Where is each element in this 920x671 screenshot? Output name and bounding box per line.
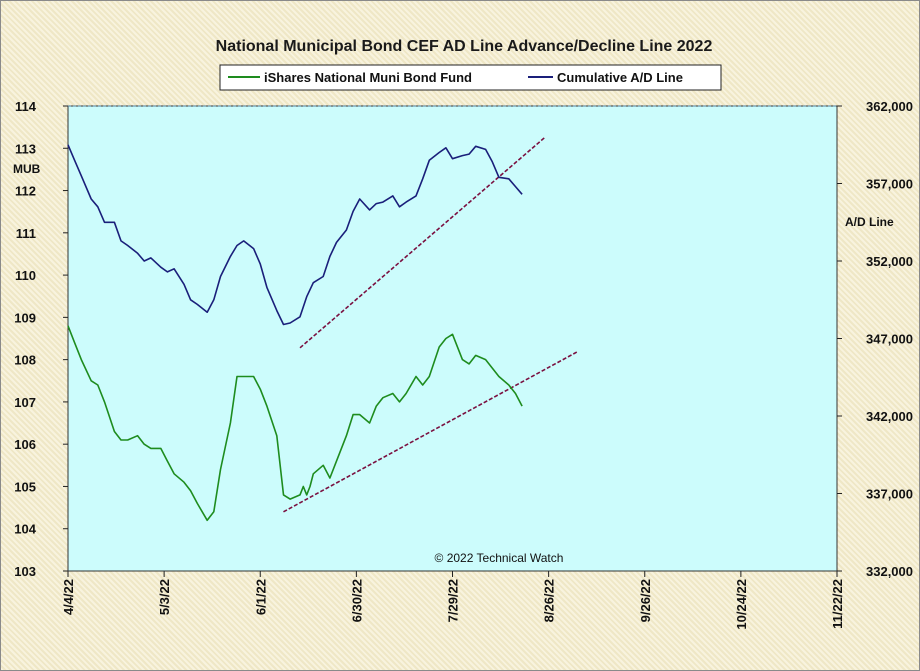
right-tick-label: 362,000: [866, 99, 913, 114]
right-tick-label: 342,000: [866, 409, 913, 424]
left-tick-label: 106: [14, 437, 36, 452]
legend-label-ad: Cumulative A/D Line: [557, 70, 683, 85]
left-tick-label: 107: [14, 395, 36, 410]
left-tick-label: 112: [15, 184, 36, 199]
left-axis-label: MUB: [13, 162, 41, 176]
right-axis: 332,000 337,000 342,000 347,000 352,000 357,0…: [837, 99, 913, 579]
left-tick-label: 110: [15, 268, 36, 283]
x-tick-label: 4/4/22: [61, 579, 76, 615]
left-tick-label: 104: [14, 522, 36, 537]
left-tick-label: 109: [14, 310, 36, 325]
trendlines: [283, 136, 579, 513]
left-tick-label: 105: [14, 479, 36, 494]
right-tick-label: 352,000: [866, 254, 913, 269]
series: [67, 144, 523, 522]
x-axis: 4/4/22 5/3/22 6/1/22 6/30/22 7/29/22 8/26/22 9…: [61, 571, 845, 630]
left-axis: 103 104 105 106 107 108 109 110 111 112 113 114: [14, 99, 68, 579]
right-tick-label: 347,000: [866, 332, 913, 347]
trendline-left: [283, 350, 579, 513]
x-tick-label: 6/30/22: [349, 579, 364, 622]
plot-area: [67, 105, 838, 572]
x-tick-label: 5/3/22: [157, 579, 172, 615]
left-tick-label: 114: [15, 99, 37, 114]
x-tick-label: 11/22/22: [830, 579, 845, 629]
x-tick-label: 8/26/22: [542, 579, 557, 622]
left-tick-label: 113: [15, 141, 36, 156]
x-tick-label: 6/1/22: [253, 579, 268, 615]
chart-title: National Municipal Bond CEF AD Line Adva…: [216, 38, 713, 55]
legend-box: [219, 64, 722, 91]
x-tick-label: 9/26/22: [638, 579, 653, 622]
right-tick-label: 332,000: [866, 564, 913, 579]
copyright-text: © 2022 Technical Watch: [435, 551, 564, 565]
right-tick-label: 337,000: [866, 487, 913, 502]
left-tick-label: 103: [14, 564, 36, 579]
legend-label-ishares: iShares National Muni Bond Fund: [264, 70, 472, 85]
x-tick-label: 10/24/22: [734, 579, 749, 630]
left-tick-label: 108: [14, 353, 36, 368]
x-tick-label: 7/29/22: [446, 579, 461, 622]
right-tick-label: 357,000: [866, 177, 913, 192]
left-tick-label: 111: [16, 226, 36, 241]
series-line-ishares: [67, 325, 523, 522]
legend: iShares National Muni Bond Fund Cumulati…: [219, 64, 722, 91]
series-line-ad: [67, 144, 523, 326]
right-axis-label: A/D Line: [845, 215, 894, 229]
